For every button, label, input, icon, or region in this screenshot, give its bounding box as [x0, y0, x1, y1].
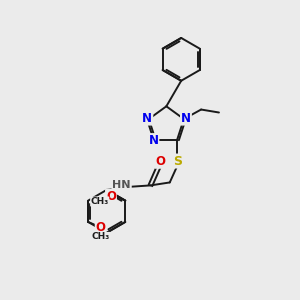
- Text: N: N: [142, 112, 152, 124]
- Text: HN: HN: [112, 180, 131, 190]
- Text: N: N: [181, 112, 191, 124]
- Text: N: N: [148, 134, 158, 147]
- Text: S: S: [173, 154, 182, 167]
- Text: O: O: [96, 221, 106, 234]
- Text: O: O: [155, 155, 165, 168]
- Text: CH₃: CH₃: [92, 232, 110, 241]
- Text: CH₃: CH₃: [91, 197, 109, 206]
- Text: O: O: [106, 190, 116, 202]
